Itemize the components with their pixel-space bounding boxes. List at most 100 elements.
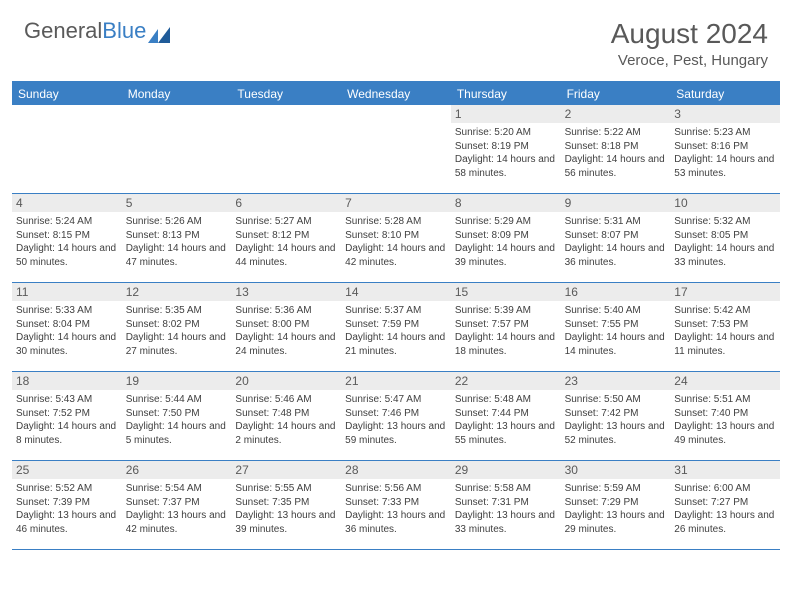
day-cell bbox=[122, 105, 232, 193]
sunset-line: Sunset: 7:39 PM bbox=[16, 496, 118, 510]
sunrise-line: Sunrise: 5:26 AM bbox=[126, 215, 228, 229]
sunset-line: Sunset: 7:33 PM bbox=[345, 496, 447, 510]
day-number: 16 bbox=[561, 283, 671, 301]
sunset-line: Sunset: 7:46 PM bbox=[345, 407, 447, 421]
day-number: 17 bbox=[670, 283, 780, 301]
day-number: 22 bbox=[451, 372, 561, 390]
day-cell: 3Sunrise: 5:23 AMSunset: 8:16 PMDaylight… bbox=[670, 105, 780, 193]
sunrise-line: Sunrise: 5:47 AM bbox=[345, 393, 447, 407]
daylight-line: Daylight: 13 hours and 36 minutes. bbox=[345, 509, 447, 536]
sunrise-line: Sunrise: 5:59 AM bbox=[565, 482, 667, 496]
day-number: 27 bbox=[231, 461, 341, 479]
sunrise-line: Sunrise: 5:56 AM bbox=[345, 482, 447, 496]
sunset-line: Sunset: 7:57 PM bbox=[455, 318, 557, 332]
sunrise-line: Sunrise: 5:46 AM bbox=[235, 393, 337, 407]
day-number: 15 bbox=[451, 283, 561, 301]
day-cell: 23Sunrise: 5:50 AMSunset: 7:42 PMDayligh… bbox=[561, 372, 671, 460]
dow-cell: Monday bbox=[122, 83, 232, 105]
day-cell: 16Sunrise: 5:40 AMSunset: 7:55 PMDayligh… bbox=[561, 283, 671, 371]
day-cell: 13Sunrise: 5:36 AMSunset: 8:00 PMDayligh… bbox=[231, 283, 341, 371]
brand-part2: Blue bbox=[102, 18, 146, 44]
sunset-line: Sunset: 7:50 PM bbox=[126, 407, 228, 421]
sunrise-line: Sunrise: 5:31 AM bbox=[565, 215, 667, 229]
sunrise-line: Sunrise: 5:29 AM bbox=[455, 215, 557, 229]
daylight-line: Daylight: 14 hours and 30 minutes. bbox=[16, 331, 118, 358]
day-number: 20 bbox=[231, 372, 341, 390]
day-cell: 24Sunrise: 5:51 AMSunset: 7:40 PMDayligh… bbox=[670, 372, 780, 460]
day-cell: 4Sunrise: 5:24 AMSunset: 8:15 PMDaylight… bbox=[12, 194, 122, 282]
daylight-line: Daylight: 13 hours and 52 minutes. bbox=[565, 420, 667, 447]
day-number: 4 bbox=[12, 194, 122, 212]
sunset-line: Sunset: 7:37 PM bbox=[126, 496, 228, 510]
sunrise-line: Sunrise: 5:28 AM bbox=[345, 215, 447, 229]
day-number: 14 bbox=[341, 283, 451, 301]
sunset-line: Sunset: 7:35 PM bbox=[235, 496, 337, 510]
day-of-week-header: SundayMondayTuesdayWednesdayThursdayFrid… bbox=[12, 83, 780, 105]
daylight-line: Daylight: 13 hours and 42 minutes. bbox=[126, 509, 228, 536]
sunrise-line: Sunrise: 5:37 AM bbox=[345, 304, 447, 318]
calendar: SundayMondayTuesdayWednesdayThursdayFrid… bbox=[12, 81, 780, 550]
week-row: 11Sunrise: 5:33 AMSunset: 8:04 PMDayligh… bbox=[12, 283, 780, 372]
day-number: 5 bbox=[122, 194, 232, 212]
day-cell: 9Sunrise: 5:31 AMSunset: 8:07 PMDaylight… bbox=[561, 194, 671, 282]
day-cell: 15Sunrise: 5:39 AMSunset: 7:57 PMDayligh… bbox=[451, 283, 561, 371]
day-cell: 28 Sunrise: 5:56 AMSunset: 7:33 PMDayligh… bbox=[341, 461, 451, 549]
month-title: August 2024 bbox=[611, 18, 768, 50]
sunset-line: Sunset: 8:05 PM bbox=[674, 229, 776, 243]
day-cell: 21Sunrise: 5:47 AMSunset: 7:46 PMDayligh… bbox=[341, 372, 451, 460]
day-number: 21 bbox=[341, 372, 451, 390]
day-cell: 27Sunrise: 5:55 AMSunset: 7:35 PMDayligh… bbox=[231, 461, 341, 549]
sunset-line: Sunset: 7:40 PM bbox=[674, 407, 776, 421]
day-cell: 14 Sunrise: 5:37 AMSunset: 7:59 PMDayligh… bbox=[341, 283, 451, 371]
day-cell: 8 Sunrise: 5:29 AMSunset: 8:09 PMDaylight… bbox=[451, 194, 561, 282]
daylight-line: Daylight: 14 hours and 5 minutes. bbox=[126, 420, 228, 447]
sunset-line: Sunset: 8:09 PM bbox=[455, 229, 557, 243]
daylight-line: Daylight: 14 hours and 39 minutes. bbox=[455, 242, 557, 269]
sunrise-line: Sunrise: 5:50 AM bbox=[565, 393, 667, 407]
day-cell bbox=[341, 105, 451, 193]
day-number: 10 bbox=[670, 194, 780, 212]
sunrise-line: Sunrise: 5:42 AM bbox=[674, 304, 776, 318]
day-cell: 18Sunrise: 5:43 AMSunset: 7:52 PMDayligh… bbox=[12, 372, 122, 460]
sunset-line: Sunset: 7:59 PM bbox=[345, 318, 447, 332]
brand-logo: GeneralBlue bbox=[24, 18, 170, 44]
sunset-line: Sunset: 7:44 PM bbox=[455, 407, 557, 421]
day-cell: 10Sunrise: 5:32 AMSunset: 8:05 PMDayligh… bbox=[670, 194, 780, 282]
day-number: 31 bbox=[670, 461, 780, 479]
daylight-line: Daylight: 13 hours and 33 minutes. bbox=[455, 509, 557, 536]
daylight-line: Daylight: 13 hours and 49 minutes. bbox=[674, 420, 776, 447]
daylight-line: Daylight: 13 hours and 39 minutes. bbox=[235, 509, 337, 536]
week-row: 18Sunrise: 5:43 AMSunset: 7:52 PMDayligh… bbox=[12, 372, 780, 461]
sunset-line: Sunset: 8:07 PM bbox=[565, 229, 667, 243]
day-cell: 11Sunrise: 5:33 AMSunset: 8:04 PMDayligh… bbox=[12, 283, 122, 371]
sunset-line: Sunset: 8:13 PM bbox=[126, 229, 228, 243]
day-number: 1 bbox=[451, 105, 561, 123]
daylight-line: Daylight: 14 hours and 8 minutes. bbox=[16, 420, 118, 447]
day-number: 11 bbox=[12, 283, 122, 301]
sunrise-line: Sunrise: 5:39 AM bbox=[455, 304, 557, 318]
day-number: 29 bbox=[451, 461, 561, 479]
daylight-line: Daylight: 14 hours and 14 minutes. bbox=[565, 331, 667, 358]
day-number: 3 bbox=[670, 105, 780, 123]
daylight-line: Daylight: 14 hours and 33 minutes. bbox=[674, 242, 776, 269]
sunrise-line: Sunrise: 5:22 AM bbox=[565, 126, 667, 140]
daylight-line: Daylight: 14 hours and 50 minutes. bbox=[16, 242, 118, 269]
daylight-line: Daylight: 14 hours and 21 minutes. bbox=[345, 331, 447, 358]
sunset-line: Sunset: 8:18 PM bbox=[565, 140, 667, 154]
day-cell: 5Sunrise: 5:26 AMSunset: 8:13 PMDaylight… bbox=[122, 194, 232, 282]
header: GeneralBlue August 2024 Veroce, Pest, Hu… bbox=[0, 0, 792, 75]
dow-cell: Wednesday bbox=[341, 83, 451, 105]
daylight-line: Daylight: 14 hours and 53 minutes. bbox=[674, 153, 776, 180]
sunrise-line: Sunrise: 5:43 AM bbox=[16, 393, 118, 407]
day-cell: 19Sunrise: 5:44 AMSunset: 7:50 PMDayligh… bbox=[122, 372, 232, 460]
day-number: 8 bbox=[451, 194, 561, 212]
sunrise-line: Sunrise: 5:36 AM bbox=[235, 304, 337, 318]
day-number: 28 bbox=[341, 461, 451, 479]
day-number: 7 bbox=[341, 194, 451, 212]
day-number: 2 bbox=[561, 105, 671, 123]
sunset-line: Sunset: 7:29 PM bbox=[565, 496, 667, 510]
sunrise-line: Sunrise: 5:35 AM bbox=[126, 304, 228, 318]
location-subtitle: Veroce, Pest, Hungary bbox=[611, 52, 768, 69]
sunset-line: Sunset: 7:42 PM bbox=[565, 407, 667, 421]
day-cell: 7Sunrise: 5:28 AMSunset: 8:10 PMDaylight… bbox=[341, 194, 451, 282]
